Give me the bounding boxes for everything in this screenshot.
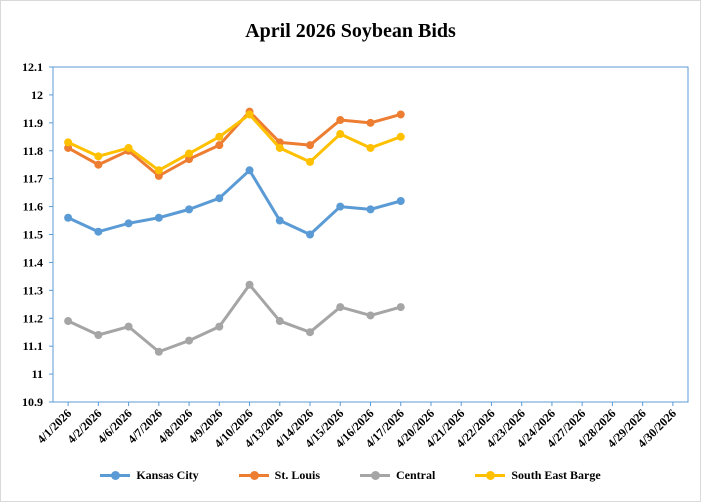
data-point-central [154, 347, 163, 356]
series-group [64, 107, 405, 356]
x-axis: 4/1/20264/2/20264/6/20264/7/20264/8/2026… [34, 402, 679, 451]
legend-item-st-louis: St. Louis [238, 468, 321, 483]
legend-swatch [100, 471, 131, 480]
data-point-south-east-barge [154, 166, 163, 175]
data-point-central [275, 317, 284, 326]
data-point-kansas-city [336, 202, 345, 211]
data-point-central [215, 322, 224, 331]
chart-title: April 2026 Soybean Bids [245, 20, 456, 42]
series-line-central [67, 283, 402, 354]
data-point-kansas-city [306, 230, 315, 239]
data-point-kansas-city [275, 216, 284, 225]
data-point-central [396, 303, 405, 312]
data-point-kansas-city [124, 219, 133, 228]
legend-item-south-east-barge: South East Barge [475, 468, 601, 483]
data-point-south-east-barge [64, 138, 73, 147]
plot-area [52, 66, 689, 403]
data-point-kansas-city [154, 213, 163, 222]
y-tick-label: 11.2 [23, 311, 43, 325]
y-tick-label: 12 [31, 88, 43, 102]
data-point-central [64, 317, 73, 326]
legend-label: South East Barge [511, 468, 601, 482]
y-tick-label: 11.6 [23, 200, 43, 214]
data-point-south-east-barge [245, 110, 254, 119]
legend-swatch [360, 471, 391, 480]
data-point-st-louis [215, 141, 224, 150]
y-tick-label: 11.1 [23, 339, 43, 353]
data-point-south-east-barge [396, 132, 405, 141]
y-tick-label: 11.7 [23, 172, 43, 186]
y-tick-label: 11.5 [23, 228, 43, 242]
data-point-central [185, 336, 194, 345]
legend-marker [249, 471, 259, 480]
legend-marker [486, 471, 496, 480]
data-point-st-louis [396, 110, 405, 119]
legend-marker [371, 471, 381, 480]
data-point-st-louis [306, 141, 315, 150]
data-point-south-east-barge [124, 143, 133, 152]
data-point-south-east-barge [275, 143, 284, 152]
series-line-south-east-barge [67, 112, 402, 172]
data-point-st-louis [154, 171, 163, 180]
legend-label: Kansas City [136, 468, 199, 482]
data-point-south-east-barge [306, 157, 315, 166]
y-tick-label: 10.9 [22, 395, 43, 409]
data-point-central [306, 328, 315, 337]
data-point-south-east-barge [336, 130, 345, 138]
data-point-st-louis [64, 143, 73, 152]
data-point-south-east-barge [185, 149, 194, 158]
data-point-central [94, 331, 103, 339]
data-point-kansas-city [396, 197, 405, 205]
data-point-central [366, 311, 375, 320]
data-point-central [336, 303, 345, 312]
legend-label: St. Louis [274, 468, 321, 482]
y-tick-label: 11.4 [23, 255, 43, 269]
data-point-st-louis [336, 116, 345, 125]
y-tick-label: 11.3 [23, 283, 43, 297]
series-line-st-louis [67, 110, 402, 178]
legend-item-central: Central [360, 468, 435, 483]
data-point-kansas-city [215, 194, 224, 203]
y-tick-label: 11 [32, 367, 43, 381]
data-point-kansas-city [185, 205, 194, 214]
data-point-south-east-barge [366, 143, 375, 152]
data-point-kansas-city [64, 213, 73, 222]
legend-swatch [238, 471, 269, 480]
data-point-south-east-barge [215, 132, 224, 141]
data-point-south-east-barge [94, 152, 103, 161]
data-point-central [245, 280, 254, 289]
data-point-st-louis [185, 155, 194, 164]
y-tick-label: 11.8 [23, 144, 43, 158]
legend: Kansas City St. Louis Central South East Ba… [0, 468, 701, 483]
y-tick-label: 11.9 [23, 116, 43, 130]
y-tick-label: 12.1 [22, 60, 43, 74]
data-point-central [124, 322, 133, 331]
data-point-st-louis [94, 160, 103, 169]
data-point-kansas-city [245, 166, 254, 175]
legend-label: Central [396, 468, 436, 482]
data-point-kansas-city [94, 227, 103, 236]
y-axis: 10.9 11 11.1 11.2 11.3 11.4 11.5 11.6 11.7 11.8 11… [22, 60, 53, 409]
data-point-kansas-city [366, 205, 375, 214]
series-line-kansas-city [67, 168, 402, 236]
legend-swatch [475, 471, 506, 480]
legend-item-kansas-city: Kansas City [100, 468, 199, 483]
data-point-st-louis [366, 118, 375, 127]
legend-marker [111, 471, 121, 480]
